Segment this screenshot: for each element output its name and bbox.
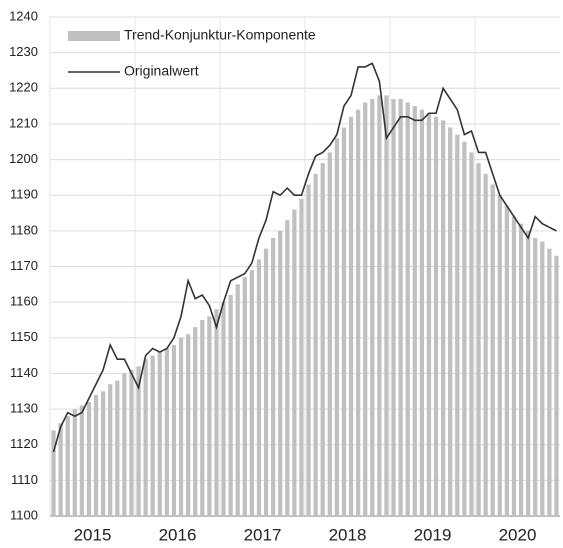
- bar: [391, 98, 396, 516]
- bar: [51, 430, 56, 516]
- bar: [363, 102, 368, 517]
- bar: [278, 230, 283, 516]
- bar: [526, 230, 531, 516]
- y-tick-label: 1170: [10, 258, 38, 273]
- bar: [384, 95, 389, 517]
- bar: [299, 198, 304, 516]
- bar: [320, 163, 325, 516]
- bar: [476, 163, 481, 516]
- bar: [122, 373, 127, 516]
- bar: [263, 248, 269, 516]
- legend-label: Originalwert: [124, 63, 199, 79]
- y-tick-label: 1240: [9, 8, 38, 23]
- bar: [497, 195, 502, 516]
- y-tick-label: 1230: [9, 44, 38, 59]
- y-tick-label: 1100: [10, 507, 38, 522]
- x-tick-label: 2016: [159, 525, 197, 544]
- bar: [157, 352, 162, 516]
- bar: [455, 134, 460, 516]
- bar: [271, 237, 276, 516]
- bar: [433, 116, 439, 517]
- bar: [186, 334, 191, 516]
- y-tick-label: 1210: [9, 115, 38, 130]
- bar: [426, 113, 432, 516]
- bar: [334, 138, 339, 516]
- bar: [115, 380, 120, 516]
- bar: [370, 98, 375, 516]
- line: [52, 62, 557, 453]
- bar: [348, 116, 354, 517]
- bar: [235, 284, 240, 516]
- bar: [214, 309, 219, 516]
- y-tick-label: 1130: [10, 401, 38, 416]
- bar: [86, 401, 92, 516]
- legend-label: Trend-Konjunktur-Komponente: [124, 27, 316, 43]
- y-tick-label: 1110: [11, 472, 38, 487]
- bar: [129, 369, 134, 516]
- bar: [540, 241, 545, 517]
- bar: [469, 152, 474, 516]
- bar: [511, 216, 517, 516]
- bar: [356, 109, 361, 517]
- bar: [483, 173, 488, 517]
- bar: [150, 355, 155, 516]
- bar: [193, 327, 198, 516]
- bar: [285, 220, 290, 516]
- bar: [292, 209, 297, 516]
- x-tick-label: 2018: [329, 525, 367, 544]
- bar: [405, 102, 410, 517]
- bar: [136, 366, 141, 516]
- bar: [256, 259, 262, 516]
- y-tick-label: 1160: [10, 294, 38, 309]
- bar: [65, 416, 70, 516]
- bar: [462, 141, 467, 516]
- bar: [412, 106, 417, 516]
- bar: [441, 120, 446, 516]
- bar: [327, 152, 332, 516]
- bar: [306, 184, 311, 516]
- bar: [164, 348, 169, 516]
- bar: [79, 405, 84, 516]
- bar: [249, 270, 254, 516]
- bar: [533, 237, 538, 516]
- bar: [108, 384, 113, 516]
- y-tick-label: 1200: [9, 151, 38, 166]
- y-tick-label: 1120: [10, 436, 38, 451]
- bar: [72, 409, 77, 516]
- bar: [377, 95, 382, 517]
- x-tick-label: 2019: [414, 525, 452, 544]
- bar: [242, 277, 247, 516]
- bar: [101, 391, 106, 516]
- bar: [518, 223, 524, 516]
- bar: [228, 295, 233, 516]
- bar: [419, 109, 424, 517]
- bar: [341, 127, 347, 516]
- bar: [93, 394, 99, 516]
- y-tick-label: 1180: [10, 222, 38, 237]
- x-tick-label: 2015: [74, 525, 112, 544]
- bar: [547, 248, 552, 516]
- x-tick-label: 2017: [244, 525, 282, 544]
- bar: [448, 127, 453, 516]
- y-tick-label: 1140: [10, 365, 38, 380]
- bar: [490, 184, 495, 516]
- x-tick-label: 2020: [499, 525, 537, 544]
- bar: [221, 302, 226, 516]
- y-tick-label: 1150: [10, 329, 38, 344]
- bar: [143, 359, 148, 516]
- y-tick-label: 1220: [9, 80, 38, 95]
- bar: [58, 423, 63, 516]
- bar: [207, 316, 212, 516]
- bar: [200, 319, 205, 516]
- bar: [398, 98, 403, 516]
- bar: [554, 255, 559, 517]
- bar: [171, 344, 177, 516]
- y-tick-label: 1190: [10, 187, 38, 202]
- bar: [504, 205, 509, 516]
- legend-swatch: [68, 31, 120, 41]
- bar: [178, 337, 184, 516]
- bar: [313, 173, 318, 517]
